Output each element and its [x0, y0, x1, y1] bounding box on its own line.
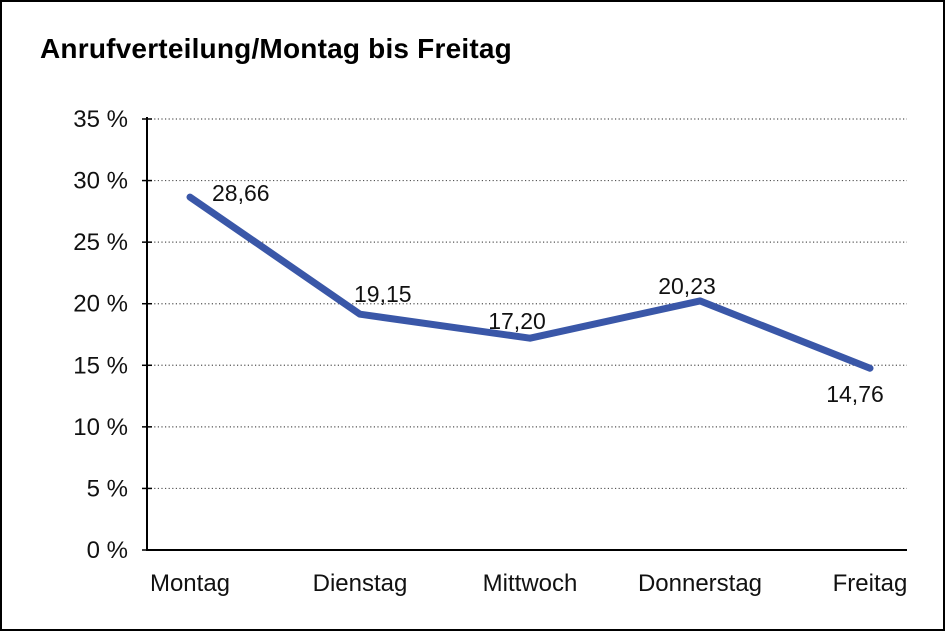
- y-tick-label: 30 %: [73, 168, 128, 195]
- x-category-label: Mittwoch: [483, 570, 578, 597]
- data-label: 17,20: [488, 308, 546, 334]
- data-label: 28,66: [212, 180, 270, 206]
- y-tick-label: 20 %: [73, 291, 128, 318]
- data-label: 14,76: [826, 381, 884, 407]
- x-category-label: Dienstag: [313, 570, 408, 597]
- data-line: [186, 193, 874, 372]
- x-category-label: Montag: [150, 570, 230, 597]
- y-tick-label: 15 %: [73, 352, 128, 379]
- y-tick-label: 25 %: [73, 229, 128, 256]
- y-tick-label: 35 %: [73, 106, 128, 133]
- data-label: 19,15: [354, 281, 412, 307]
- chart-title: Anrufverteilung/Montag bis Freitag: [40, 33, 512, 64]
- y-tick-label: 10 %: [73, 414, 128, 441]
- y-tick-label: 0 %: [87, 537, 128, 564]
- x-category-label: Freitag: [833, 570, 908, 597]
- data-label: 20,23: [658, 273, 716, 299]
- x-category-label: Donnerstag: [638, 570, 762, 597]
- y-tick-label: 5 %: [87, 475, 128, 502]
